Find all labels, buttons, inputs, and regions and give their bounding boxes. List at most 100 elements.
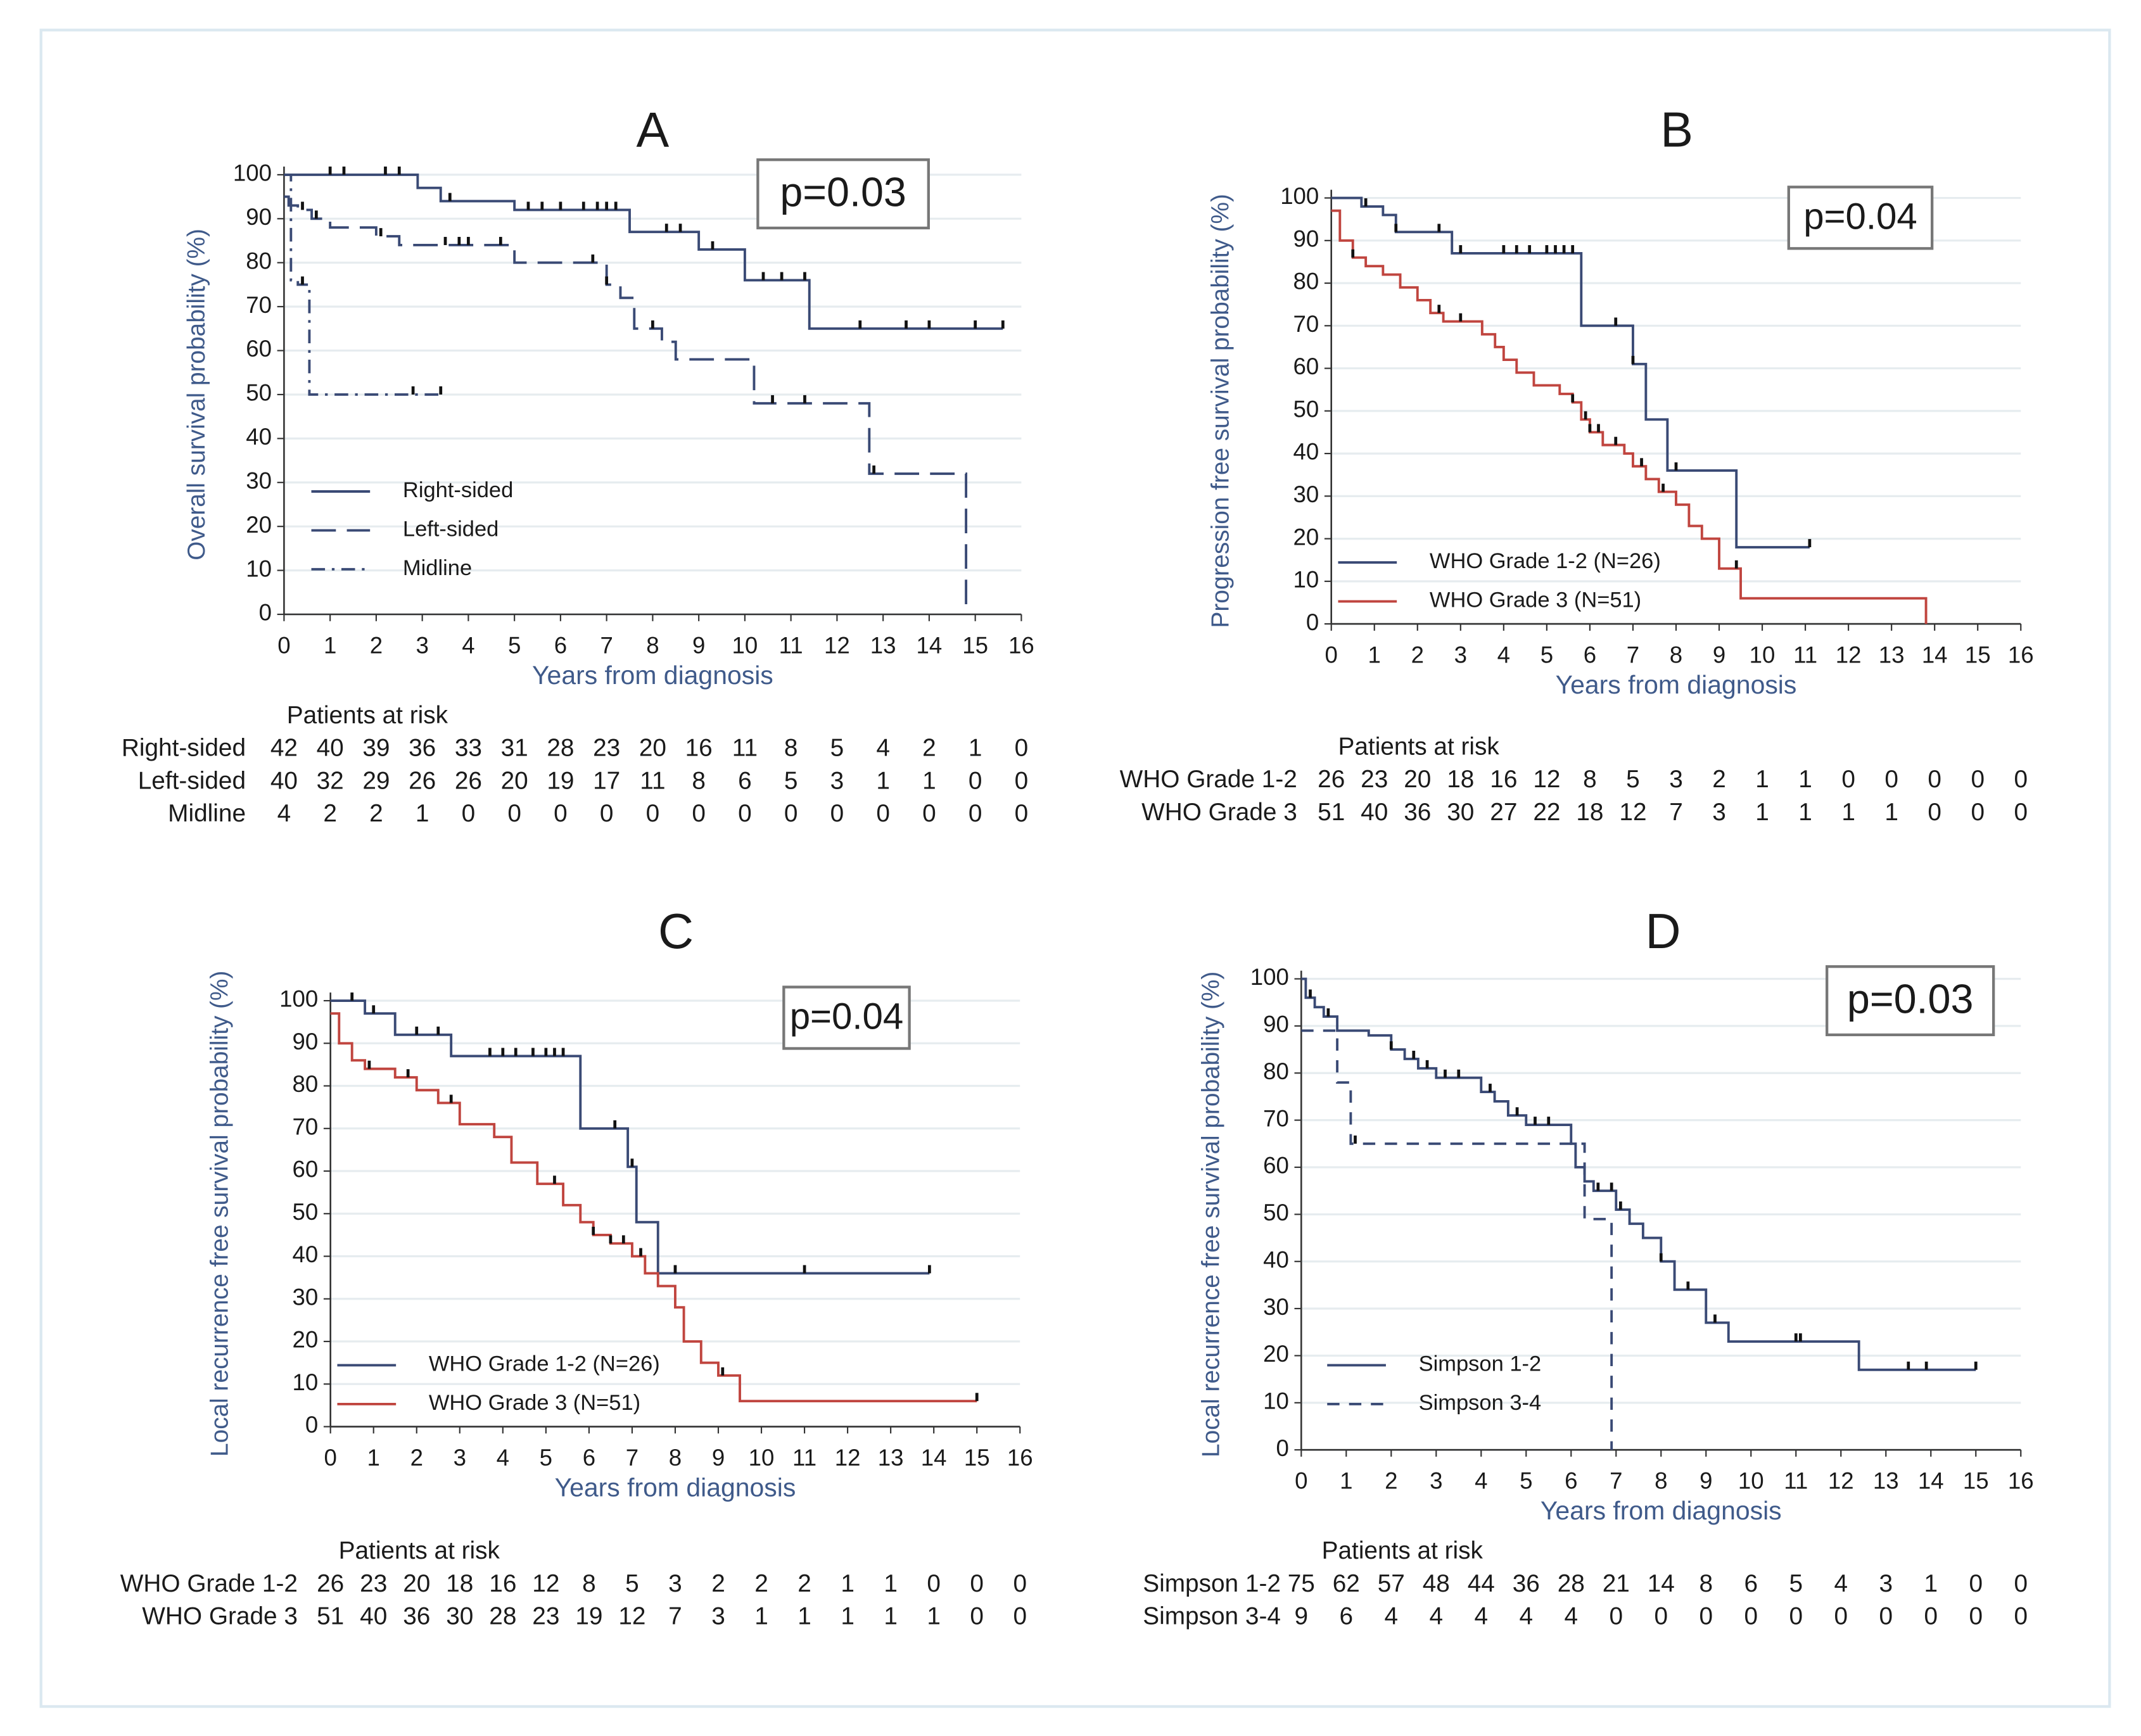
risk-count: 23 <box>593 735 620 762</box>
risk-count: 0 <box>462 800 476 827</box>
risk-count: 0 <box>1015 735 1029 762</box>
panel-title: C <box>658 904 694 959</box>
y-tick-label: 100 <box>1280 183 1319 209</box>
x-tick-label: 11 <box>1784 1468 1808 1494</box>
x-tick-label: 3 <box>416 632 428 658</box>
risk-count: 0 <box>2014 1603 2028 1630</box>
y-tick-label: 70 <box>1293 311 1319 337</box>
risk-count: 0 <box>1971 799 1985 826</box>
y-tick-label: 50 <box>1263 1200 1289 1226</box>
risk-count: 0 <box>876 800 890 827</box>
risk-count: 4 <box>1474 1603 1488 1630</box>
risk-count: 36 <box>1513 1570 1540 1597</box>
risk-count: 1 <box>797 1603 811 1630</box>
x-tick-label: 9 <box>692 632 705 658</box>
risk-count: 0 <box>1924 1603 1938 1630</box>
risk-count: 5 <box>830 735 844 762</box>
risk-count: 11 <box>640 767 665 794</box>
risk-count: 0 <box>969 800 982 827</box>
x-tick-label: 10 <box>1738 1468 1764 1494</box>
risk-count: 0 <box>1013 1603 1027 1630</box>
risk-count: 7 <box>668 1603 682 1630</box>
risk-count: 18 <box>446 1570 473 1597</box>
p-value: p=0.03 <box>780 168 906 215</box>
x-tick-label: 7 <box>600 632 613 658</box>
x-axis-label: Years from diagnosis <box>1556 670 1797 699</box>
figure-border <box>39 29 2111 1708</box>
risk-count: 30 <box>1447 799 1474 826</box>
risk-count: 23 <box>360 1570 387 1597</box>
y-tick-label: 30 <box>293 1284 319 1310</box>
survival-curve <box>284 173 441 396</box>
x-tick-label: 0 <box>324 1445 337 1471</box>
x-tick-label: 11 <box>792 1445 816 1471</box>
risk-table-title: Patients at risk <box>339 1537 500 1564</box>
risk-count: 19 <box>575 1603 602 1630</box>
y-tick-label: 0 <box>305 1412 318 1438</box>
risk-count: 16 <box>685 735 713 762</box>
x-tick-label: 0 <box>1295 1468 1307 1494</box>
risk-count: 0 <box>2014 1570 2028 1597</box>
risk-count: 40 <box>317 735 344 762</box>
risk-count: 4 <box>1564 1603 1578 1630</box>
risk-count: 0 <box>1969 1603 1983 1630</box>
x-tick-label: 2 <box>410 1445 423 1471</box>
x-tick-label: 12 <box>824 632 850 658</box>
risk-count: 8 <box>582 1570 596 1597</box>
risk-count: 2 <box>369 800 383 827</box>
x-tick-label: 6 <box>1584 642 1596 668</box>
y-tick-label: 30 <box>1263 1294 1289 1320</box>
x-tick-label: 1 <box>324 632 336 658</box>
risk-count: 2 <box>323 800 337 827</box>
risk-count: 30 <box>446 1603 473 1630</box>
x-tick-label: 9 <box>1699 1468 1712 1494</box>
y-axis-label: Local recurrence free survival probabili… <box>206 971 233 1457</box>
y-tick-label: 10 <box>246 555 272 581</box>
y-tick-label: 20 <box>1293 524 1319 550</box>
y-tick-label: 50 <box>1293 396 1319 422</box>
x-tick-label: 2 <box>1385 1468 1397 1494</box>
x-tick-label: 16 <box>2008 642 2034 668</box>
y-tick-label: 40 <box>246 424 272 450</box>
y-tick-label: 50 <box>246 380 272 406</box>
risk-count: 0 <box>2014 799 2028 826</box>
y-tick-label: 30 <box>1293 481 1319 507</box>
x-tick-label: 12 <box>1836 642 1862 668</box>
risk-count: 20 <box>501 767 528 794</box>
risk-count: 3 <box>1712 799 1726 826</box>
risk-count: 0 <box>1969 1570 1983 1597</box>
risk-count: 0 <box>554 800 568 827</box>
risk-count: 5 <box>784 767 798 794</box>
risk-count: 0 <box>507 800 521 827</box>
survival-curve <box>1301 1029 1613 1450</box>
x-tick-label: 4 <box>1475 1468 1487 1494</box>
x-tick-label: 10 <box>732 632 758 658</box>
risk-count: 6 <box>738 767 752 794</box>
risk-count: 8 <box>1583 766 1597 793</box>
x-tick-label: 6 <box>583 1445 595 1471</box>
x-tick-label: 16 <box>2008 1468 2034 1494</box>
risk-count: 31 <box>501 735 528 762</box>
y-tick-label: 80 <box>1293 269 1319 295</box>
risk-count: 39 <box>362 735 390 762</box>
risk-count: 42 <box>270 735 298 762</box>
risk-count: 0 <box>1928 766 1941 793</box>
x-tick-label: 0 <box>1325 642 1338 668</box>
x-tick-label: 13 <box>878 1445 904 1471</box>
x-tick-label: 5 <box>1520 1468 1532 1494</box>
risk-table-title: Patients at risk <box>287 702 448 729</box>
x-tick-label: 7 <box>626 1445 638 1471</box>
x-tick-label: 6 <box>1565 1468 1577 1494</box>
legend-label: WHO Grade 3 (N=51) <box>1430 588 1641 612</box>
risk-count: 23 <box>1361 766 1388 793</box>
survival-curve <box>330 999 930 1275</box>
y-tick-label: 20 <box>246 512 272 538</box>
y-tick-label: 90 <box>1263 1011 1289 1037</box>
risk-count: 28 <box>1558 1570 1585 1597</box>
x-tick-label: 9 <box>712 1445 725 1471</box>
p-value-box <box>756 158 930 230</box>
risk-count: 2 <box>1712 766 1726 793</box>
x-tick-label: 11 <box>1793 642 1817 668</box>
risk-count: 5 <box>625 1570 639 1597</box>
y-tick-label: 40 <box>1263 1246 1289 1272</box>
